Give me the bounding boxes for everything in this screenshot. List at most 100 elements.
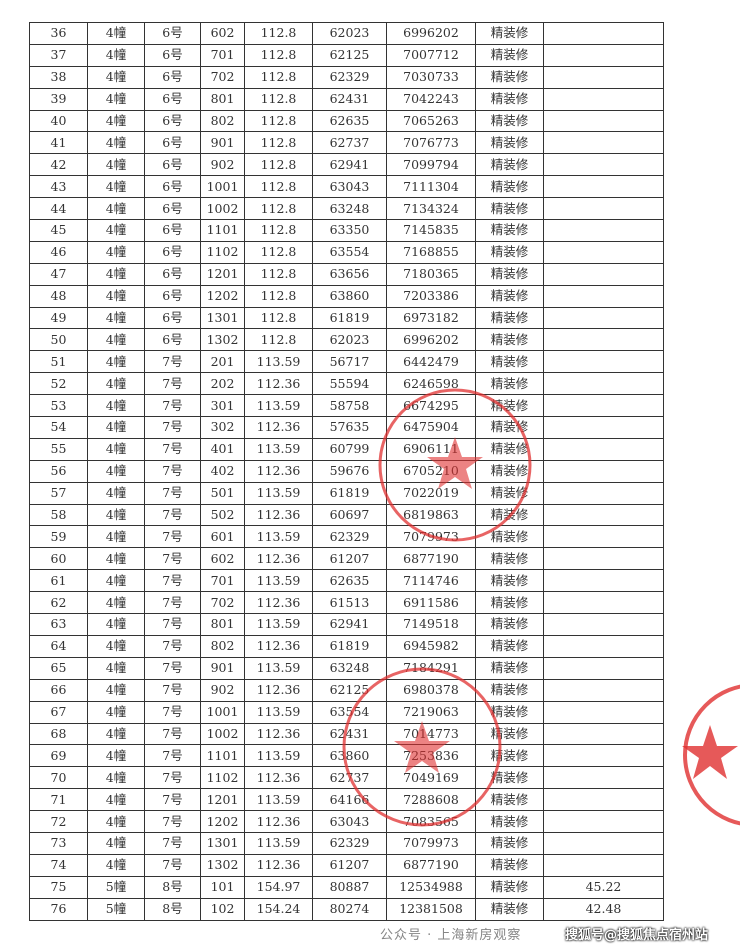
building-cell: 4幢 — [87, 853, 145, 877]
decoration-cell: 精装修 — [475, 634, 544, 658]
row-number-cell: 38 — [29, 65, 88, 89]
note-cell — [543, 22, 664, 45]
decoration-cell: 精装修 — [475, 897, 544, 921]
area-cell: 113.59 — [244, 525, 313, 549]
decoration-cell: 精装修 — [475, 591, 544, 615]
area-cell: 112.36 — [244, 810, 313, 833]
area-cell: 112.36 — [244, 416, 313, 439]
building-cell: 4幢 — [87, 722, 145, 746]
building-cell: 4幢 — [87, 831, 145, 855]
total-price-cell: 7149518 — [386, 613, 476, 636]
unit-cell: 7号 — [144, 525, 201, 549]
area-cell: 113.59 — [244, 700, 313, 724]
decoration-cell: 精装修 — [475, 153, 544, 177]
unit-cell: 7号 — [144, 744, 201, 768]
area-cell: 113.59 — [244, 744, 313, 768]
row-number-cell: 72 — [29, 810, 88, 833]
building-cell: 4幢 — [87, 394, 145, 418]
sohu-watermark: 搜狐号@搜狐焦点宿州站 — [565, 928, 709, 943]
total-price-cell: 6877190 — [386, 853, 476, 877]
unit-cell: 7号 — [144, 416, 201, 439]
table-row: 50 4幢 6号 1302 112.8 62023 6996202 精装修 — [29, 328, 664, 352]
unit-price-cell: 58758 — [312, 394, 387, 418]
unit-cell: 7号 — [144, 503, 201, 527]
decoration-cell: 精装修 — [475, 328, 544, 352]
note-cell — [543, 853, 664, 877]
total-price-cell: 6674295 — [386, 394, 476, 418]
note-cell — [543, 437, 664, 461]
total-price-cell: 7111304 — [386, 175, 476, 199]
room-number-cell: 701 — [200, 43, 245, 67]
room-number-cell: 1202 — [200, 284, 245, 308]
note-cell — [543, 284, 664, 308]
table-row: 74 4幢 7号 1302 112.36 61207 6877190 精装修 — [29, 853, 664, 877]
decoration-cell: 精装修 — [475, 131, 544, 155]
decoration-cell: 精装修 — [475, 766, 544, 790]
building-cell: 4幢 — [87, 656, 145, 680]
area-cell: 112.36 — [244, 503, 313, 527]
total-price-cell: 7168855 — [386, 240, 476, 264]
unit-price-cell: 62941 — [312, 153, 387, 177]
note-cell — [543, 831, 664, 855]
room-number-cell: 1001 — [200, 175, 245, 199]
total-price-cell: 6996202 — [386, 328, 476, 352]
table-row: 53 4幢 7号 301 113.59 58758 6674295 精装修 — [29, 394, 664, 418]
unit-cell: 7号 — [144, 810, 201, 833]
unit-cell: 8号 — [144, 875, 201, 899]
table-row: 68 4幢 7号 1002 112.36 62431 7014773 精装修 — [29, 722, 664, 746]
decoration-cell: 精装修 — [475, 722, 544, 746]
total-price-cell: 6246598 — [386, 372, 476, 396]
total-price-cell: 7099794 — [386, 153, 476, 177]
decoration-cell: 精装修 — [475, 43, 544, 67]
unit-price-cell: 61819 — [312, 634, 387, 658]
unit-price-cell: 61207 — [312, 547, 387, 571]
row-number-cell: 45 — [29, 219, 88, 242]
building-cell: 4幢 — [87, 437, 145, 461]
room-number-cell: 102 — [200, 897, 245, 921]
area-cell: 112.36 — [244, 853, 313, 877]
total-price-cell: 7180365 — [386, 262, 476, 286]
room-number-cell: 902 — [200, 153, 245, 177]
unit-cell: 7号 — [144, 722, 201, 746]
unit-cell: 7号 — [144, 853, 201, 877]
unit-cell: 6号 — [144, 219, 201, 242]
table-row: 56 4幢 7号 402 112.36 59676 6705210 精装修 — [29, 459, 664, 483]
area-cell: 112.8 — [244, 175, 313, 199]
decoration-cell: 精装修 — [475, 503, 544, 527]
table-row: 75 5幢 8号 101 154.97 80887 12534988 精装修 45.22 — [29, 875, 664, 899]
unit-cell: 6号 — [144, 197, 201, 221]
unit-price-cell: 59676 — [312, 459, 387, 483]
room-number-cell: 1302 — [200, 328, 245, 352]
row-number-cell: 73 — [29, 831, 88, 855]
unit-price-cell: 61819 — [312, 481, 387, 505]
unit-price-cell: 61513 — [312, 591, 387, 615]
table-row: 43 4幢 6号 1001 112.8 63043 7111304 精装修 — [29, 175, 664, 199]
note-cell — [543, 525, 664, 549]
row-number-cell: 41 — [29, 131, 88, 155]
area-cell: 112.8 — [244, 87, 313, 111]
row-number-cell: 65 — [29, 656, 88, 680]
unit-cell: 6号 — [144, 240, 201, 264]
row-number-cell: 57 — [29, 481, 88, 505]
table-row: 72 4幢 7号 1202 112.36 63043 7083565 精装修 — [29, 810, 664, 833]
table-row: 71 4幢 7号 1201 113.59 64166 7288608 精装修 — [29, 788, 664, 812]
table-row: 66 4幢 7号 902 112.36 62125 6980378 精装修 — [29, 678, 664, 702]
area-cell: 112.8 — [244, 153, 313, 177]
note-cell — [543, 328, 664, 352]
building-cell: 4幢 — [87, 744, 145, 768]
building-cell: 4幢 — [87, 634, 145, 658]
row-number-cell: 58 — [29, 503, 88, 527]
row-number-cell: 37 — [29, 43, 88, 67]
room-number-cell: 402 — [200, 459, 245, 483]
unit-cell: 6号 — [144, 87, 201, 111]
unit-cell: 7号 — [144, 613, 201, 636]
unit-price-cell: 60799 — [312, 437, 387, 461]
area-cell: 112.36 — [244, 591, 313, 615]
total-price-cell: 7145835 — [386, 219, 476, 242]
note-cell — [543, 197, 664, 221]
note-cell — [543, 459, 664, 483]
room-number-cell: 801 — [200, 87, 245, 111]
table-row: 63 4幢 7号 801 113.59 62941 7149518 精装修 — [29, 613, 664, 636]
unit-cell: 7号 — [144, 437, 201, 461]
note-cell — [543, 262, 664, 286]
